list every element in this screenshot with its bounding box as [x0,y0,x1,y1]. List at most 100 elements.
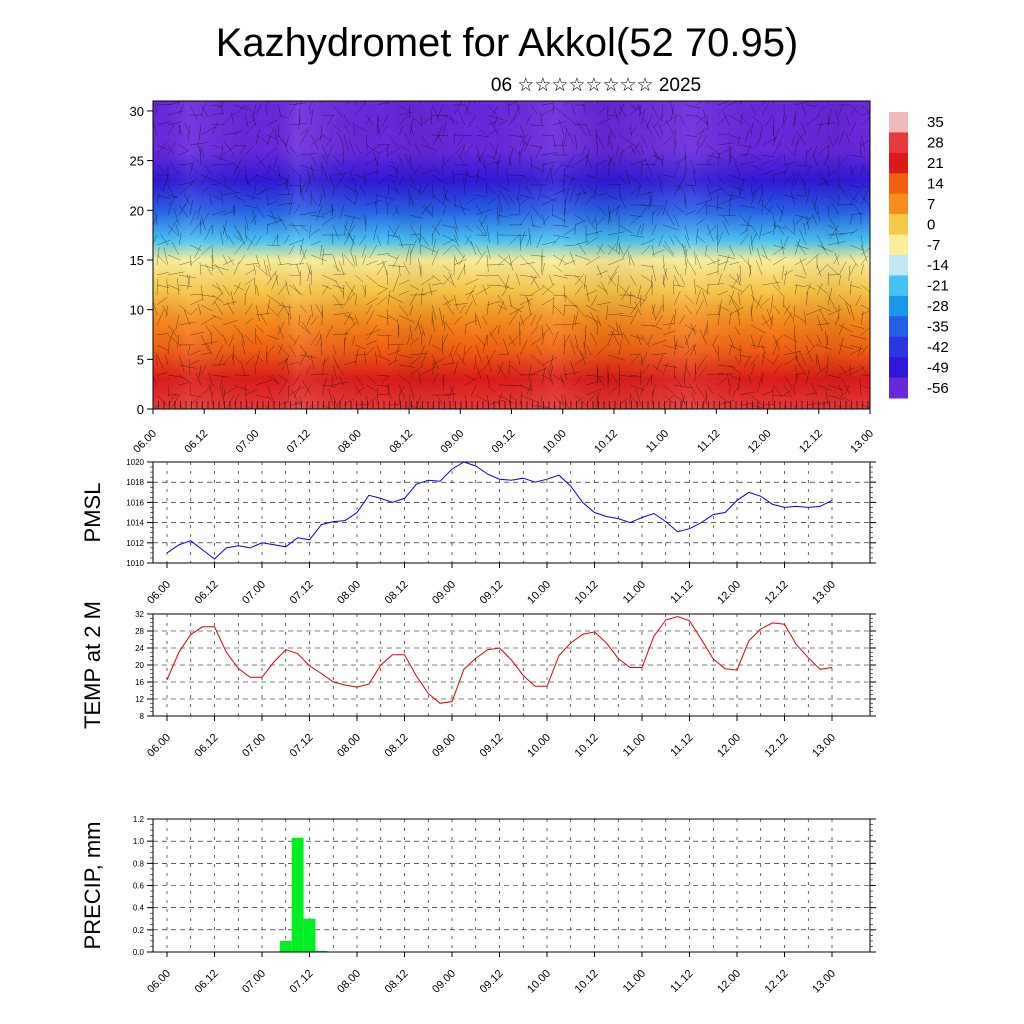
wind-barb [772,394,789,397]
wind-barb [673,156,687,166]
wind-barb [658,175,664,186]
wind-barb [640,200,652,216]
data-line [166,615,833,704]
x-tick-label: 08.00 [336,428,364,456]
wind-barb [757,374,763,392]
wind-barb [376,117,379,136]
y-tick-label: 0.2 [133,926,145,935]
wind-barb [431,194,445,205]
wind-barb [321,215,336,226]
wind-barb [376,159,378,176]
wind-barb [282,139,290,156]
wind-barb [266,219,284,226]
wind-barb [805,343,819,356]
x-tick-label: 06.12 [193,968,221,996]
wind-barb [320,124,323,141]
wind-barb [387,144,389,158]
wind-barb [365,297,379,306]
wind-barb [849,284,862,289]
wind-barb [419,101,422,106]
wind-barb [563,274,581,277]
precip-bar [279,940,292,952]
wind-barb [706,114,709,130]
wind-barb [783,161,796,166]
wind-barb [420,234,430,247]
wind-barb [464,374,476,381]
wind-barb [849,190,860,206]
wind-barb [585,174,599,179]
y-tick-label: 8 [140,712,145,721]
wind-barb [526,297,532,316]
wind-barb [607,204,611,223]
colorbar-label: -35 [927,319,949,336]
wind-barb [640,204,658,207]
wind-barb [459,144,466,157]
wind-barb [585,289,598,296]
wind-barb [772,155,781,166]
wind-barb [169,161,180,176]
wind-barb [640,334,650,348]
wind-barb [497,214,509,218]
wind-barb [574,254,591,261]
wind-barb [296,263,301,276]
wind-barb [497,364,508,380]
wind-barb [739,354,751,358]
wind-barb [607,334,622,336]
wind-barb [285,178,290,196]
wind-barb [581,144,587,157]
wind-barb [849,324,865,329]
wind-barb [167,195,178,206]
wind-barb [165,304,169,317]
x-tick-label: 09.00 [438,428,466,456]
wind-barb [305,364,312,375]
wind-barb [299,237,304,256]
wind-barb [277,254,282,265]
wind-barb [717,154,720,166]
wind-barb [332,173,348,176]
wind-barb [596,193,608,196]
wind-barb [463,344,466,362]
wind-barb [226,302,235,316]
wind-barb [761,154,775,158]
wind-barb [449,385,455,396]
wind-barb [321,404,333,409]
wind-barb [541,241,556,246]
wind-barb [794,372,806,376]
wind-barb [728,144,732,162]
wind-barb [266,304,280,318]
wind-barb [398,314,415,323]
wind-barb [244,214,249,231]
wind-barb [761,371,764,386]
wind-barb [849,212,864,216]
wind-barb [233,240,246,256]
wind-barb [156,164,166,172]
wind-barb [731,299,741,316]
wind-barb [722,220,730,236]
wind-barb [706,184,713,202]
x-tick-label: 12.12 [763,968,791,996]
wind-barb [167,324,178,338]
wind-barb [436,104,444,121]
wind-barb [651,144,657,158]
wind-barb [156,121,171,126]
wind-barb [793,114,796,128]
wind-barb [794,258,807,266]
wind-barb [812,154,818,166]
wind-barb [350,234,356,251]
wind-barb [591,214,598,225]
wind-barb [519,312,533,326]
wind-barb [550,364,554,378]
wind-barb [156,194,171,199]
wind-barb [308,224,312,239]
x-tick-label: 08.00 [335,579,363,607]
x-tick-label: 07.12 [288,968,316,996]
wind-barb [563,244,575,247]
wind-barb [497,119,508,126]
wind-barb [728,374,742,380]
wind-barb [651,249,665,256]
wind-barb [783,224,795,235]
wind-barb [750,404,763,409]
wind-barb [849,105,858,116]
wind-barb [332,233,334,246]
wind-barb [442,164,444,176]
